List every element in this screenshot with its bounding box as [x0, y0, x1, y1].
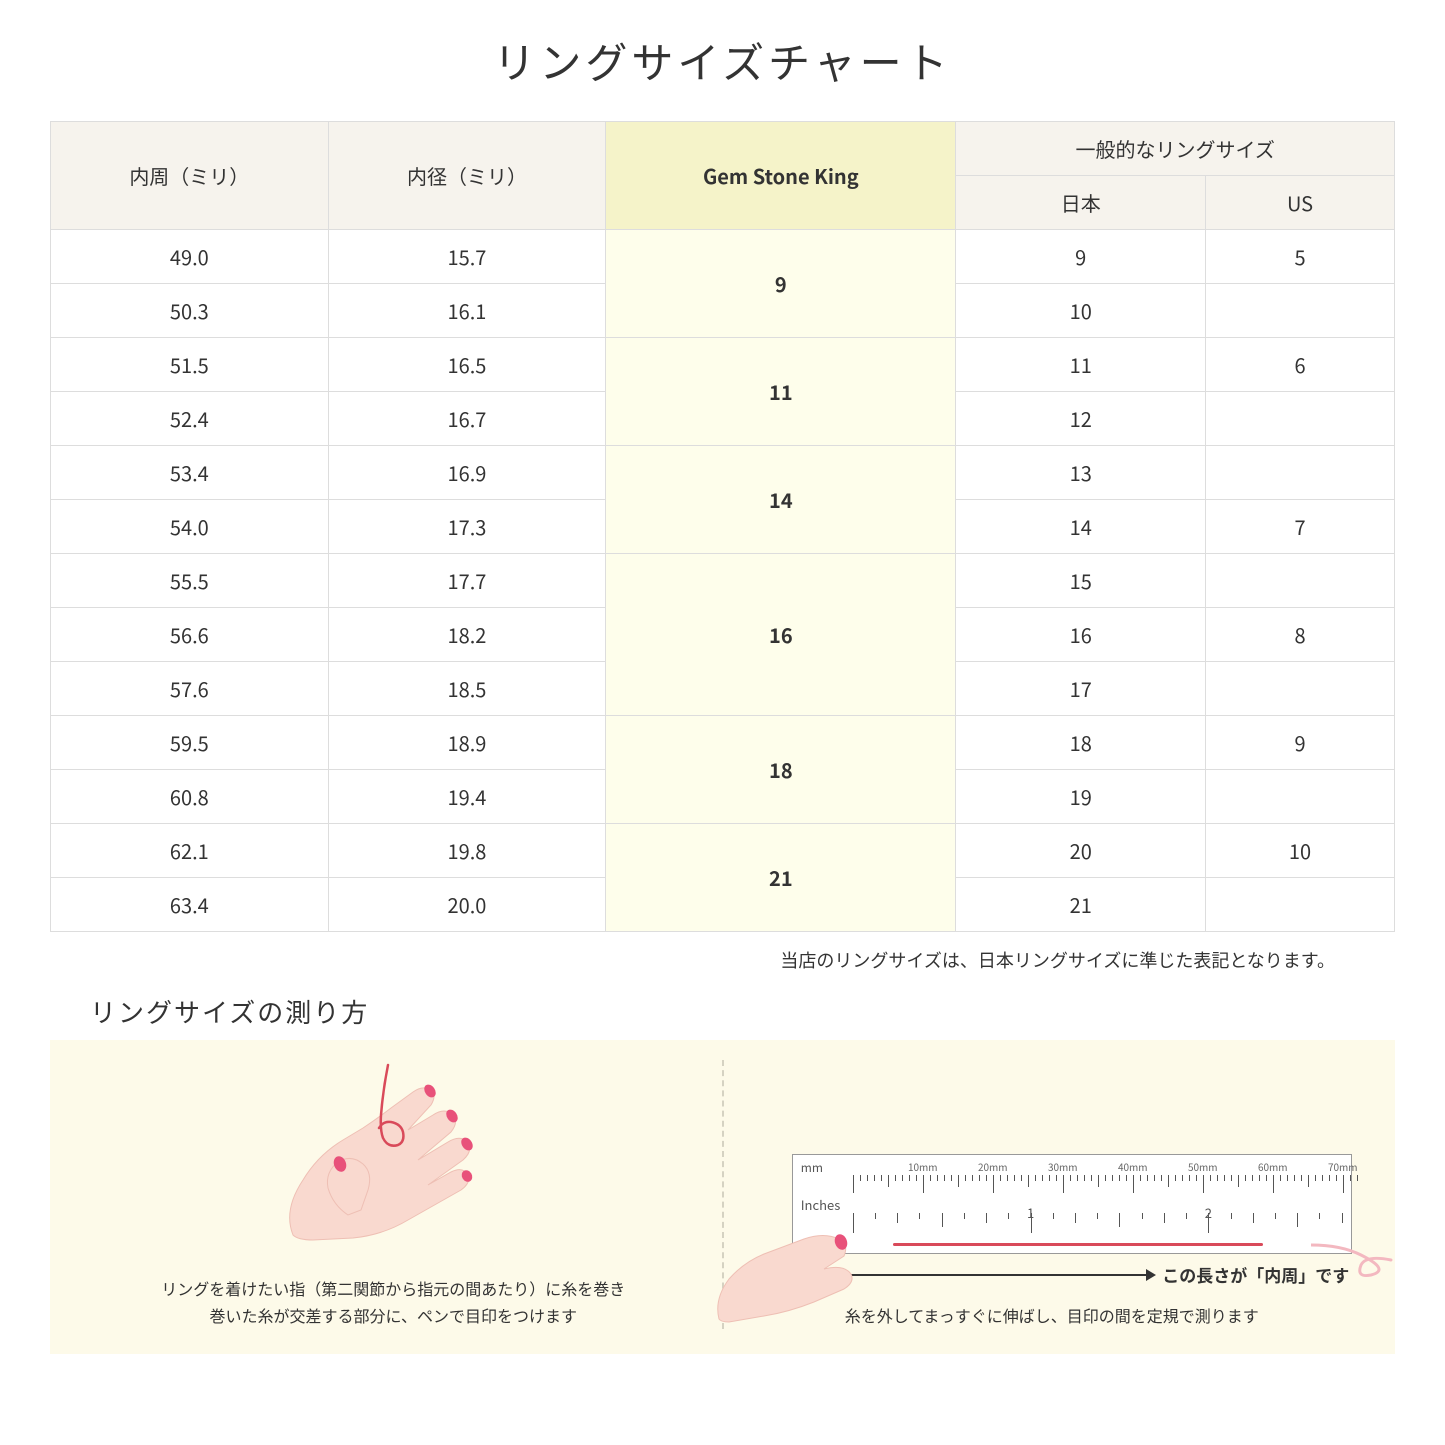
cell-us: 9: [1206, 716, 1395, 770]
cell-us: 6: [1206, 338, 1395, 392]
col-gsk: Gem Stone King: [606, 122, 956, 230]
ruler-mm-label: mm: [801, 1159, 823, 1176]
cell-circumference: 54.0: [51, 500, 329, 554]
table-header: 内周（ミリ） 内径（ミリ） Gem Stone King 一般的なリングサイズ …: [51, 122, 1395, 230]
page-title: リングサイズチャート: [50, 30, 1395, 91]
table-row: 55.517.71615: [51, 554, 1395, 608]
ruler-icon: mm Inches 10mm20mm30mm40mm50mm60mm70mm12: [792, 1154, 1352, 1254]
howto-caption-1: リングを着けたい指（第二関節から指元の間あたり）に糸を巻き 巻いた糸が交差する部…: [161, 1275, 625, 1329]
cell-us: [1206, 392, 1395, 446]
cell-japan: 21: [956, 878, 1206, 932]
cell-japan: 13: [956, 446, 1206, 500]
cell-diameter: 18.2: [328, 608, 606, 662]
cell-circumference: 52.4: [51, 392, 329, 446]
cell-circumference: 57.6: [51, 662, 329, 716]
cell-diameter: 20.0: [328, 878, 606, 932]
col-us: US: [1206, 176, 1395, 230]
cell-us: [1206, 446, 1395, 500]
howto-title: リングサイズの測り方: [90, 993, 1395, 1030]
table-row: 62.119.8212010: [51, 824, 1395, 878]
howto-step-1: リングを着けたい指（第二関節から指元の間あたり）に糸を巻き 巻いた糸が交差する部…: [80, 1060, 707, 1329]
cell-japan: 18: [956, 716, 1206, 770]
col-circumference: 内周（ミリ）: [51, 122, 329, 230]
cell-diameter: 19.4: [328, 770, 606, 824]
cell-circumference: 55.5: [51, 554, 329, 608]
table-note: 当店のリングサイズは、日本リングサイズに準じた表記となります。: [50, 947, 1395, 973]
cell-diameter: 19.8: [328, 824, 606, 878]
cell-diameter: 18.5: [328, 662, 606, 716]
cell-circumference: 49.0: [51, 230, 329, 284]
col-diameter: 内径（ミリ）: [328, 122, 606, 230]
cell-diameter: 16.7: [328, 392, 606, 446]
cell-japan: 20: [956, 824, 1206, 878]
table-row: 59.518.918189: [51, 716, 1395, 770]
caption-line: 巻いた糸が交差する部分に、ペンで目印をつけます: [161, 1302, 625, 1329]
hand-pointing-icon: [709, 1184, 869, 1334]
cell-us: 7: [1206, 500, 1395, 554]
cell-japan: 16: [956, 608, 1206, 662]
cell-diameter: 16.9: [328, 446, 606, 500]
cell-gsk: 14: [606, 446, 956, 554]
howto-caption-2: 糸を外してまっすぐに伸ばし、目印の間を定規で測ります: [845, 1302, 1259, 1329]
thread-curl-icon: [1311, 1235, 1411, 1285]
cell-diameter: 18.9: [328, 716, 606, 770]
cell-circumference: 56.6: [51, 608, 329, 662]
ring-size-table: 内周（ミリ） 内径（ミリ） Gem Stone King 一般的なリングサイズ …: [50, 121, 1395, 932]
table-row: 49.015.7995: [51, 230, 1395, 284]
cell-diameter: 16.5: [328, 338, 606, 392]
cell-us: 8: [1206, 608, 1395, 662]
cell-circumference: 51.5: [51, 338, 329, 392]
cell-circumference: 60.8: [51, 770, 329, 824]
cell-japan: 17: [956, 662, 1206, 716]
table-row: 51.516.511116: [51, 338, 1395, 392]
cell-diameter: 17.7: [328, 554, 606, 608]
howto-panel: リングを着けたい指（第二関節から指元の間あたり）に糸を巻き 巻いた糸が交差する部…: [50, 1040, 1395, 1354]
cell-circumference: 53.4: [51, 446, 329, 500]
hand-with-thread-icon: [233, 1060, 553, 1260]
cell-japan: 11: [956, 338, 1206, 392]
cell-japan: 14: [956, 500, 1206, 554]
howto-step-2: mm Inches 10mm20mm30mm40mm50mm60mm70mm12…: [739, 1060, 1366, 1329]
table-body: 49.015.799550.316.11051.516.51111652.416…: [51, 230, 1395, 932]
table-row: 53.416.91413: [51, 446, 1395, 500]
cell-us: [1206, 662, 1395, 716]
cell-gsk: 21: [606, 824, 956, 932]
cell-diameter: 17.3: [328, 500, 606, 554]
cell-us: [1206, 554, 1395, 608]
measure-indicator: この長さが「内周」です: [794, 1262, 1349, 1287]
cell-us: [1206, 878, 1395, 932]
cell-circumference: 62.1: [51, 824, 329, 878]
cell-gsk: 18: [606, 716, 956, 824]
cell-circumference: 59.5: [51, 716, 329, 770]
cell-diameter: 15.7: [328, 230, 606, 284]
cell-diameter: 16.1: [328, 284, 606, 338]
col-japan: 日本: [956, 176, 1206, 230]
col-general-group: 一般的なリングサイズ: [956, 122, 1395, 176]
cell-circumference: 50.3: [51, 284, 329, 338]
cell-us: [1206, 284, 1395, 338]
cell-japan: 10: [956, 284, 1206, 338]
cell-circumference: 63.4: [51, 878, 329, 932]
thread-segment: [893, 1243, 1263, 1246]
cell-japan: 15: [956, 554, 1206, 608]
cell-us: 5: [1206, 230, 1395, 284]
cell-us: 10: [1206, 824, 1395, 878]
cell-gsk: 9: [606, 230, 956, 338]
cell-japan: 9: [956, 230, 1206, 284]
caption-line: リングを着けたい指（第二関節から指元の間あたり）に糸を巻き: [161, 1275, 625, 1302]
cell-us: [1206, 770, 1395, 824]
cell-japan: 12: [956, 392, 1206, 446]
cell-gsk: 16: [606, 554, 956, 716]
cell-gsk: 11: [606, 338, 956, 446]
cell-japan: 19: [956, 770, 1206, 824]
